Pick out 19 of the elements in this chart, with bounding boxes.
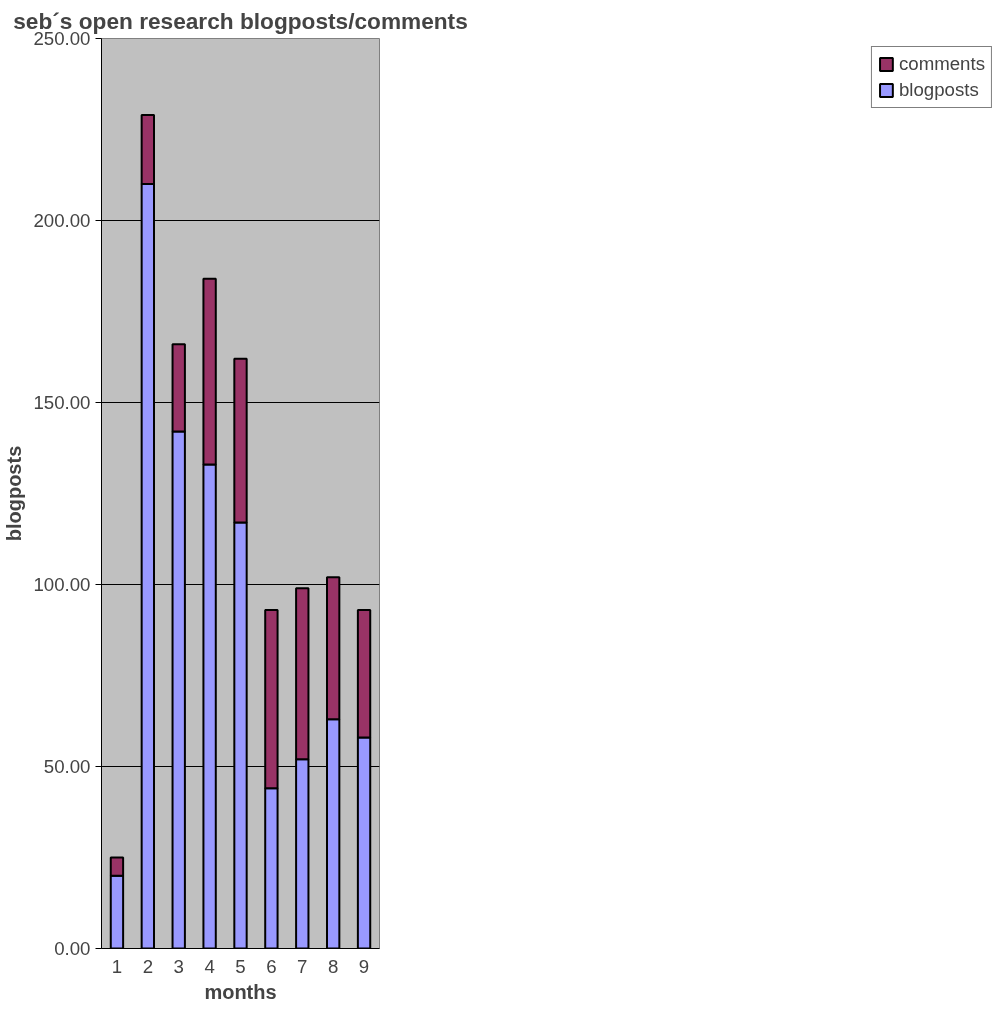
legend-label: comments <box>898 53 985 75</box>
y-tick-label: 250.00 <box>33 28 91 49</box>
x-tick-label: 2 <box>142 955 154 977</box>
y-tick-label: 0.00 <box>54 938 91 959</box>
y-tick-label: 100.00 <box>33 574 91 595</box>
legend-label: blogposts <box>898 79 979 101</box>
x-tick-label: 1 <box>111 955 123 977</box>
x-tick-label: 9 <box>358 955 370 977</box>
y-axis-title: blogposts <box>3 445 26 542</box>
y-tick-label: 150.00 <box>33 392 91 413</box>
y-tick-label: 50.00 <box>43 756 91 777</box>
x-tick-label: 6 <box>266 955 277 977</box>
y-tick-label: 200.00 <box>33 210 91 231</box>
x-tick-label: 8 <box>327 955 339 977</box>
x-tick-label: 7 <box>297 955 308 977</box>
x-tick-label: 4 <box>204 955 215 977</box>
x-tick-label: 5 <box>235 955 246 977</box>
x-tick-label: 3 <box>173 955 184 977</box>
x-axis-title: months <box>204 980 277 1003</box>
